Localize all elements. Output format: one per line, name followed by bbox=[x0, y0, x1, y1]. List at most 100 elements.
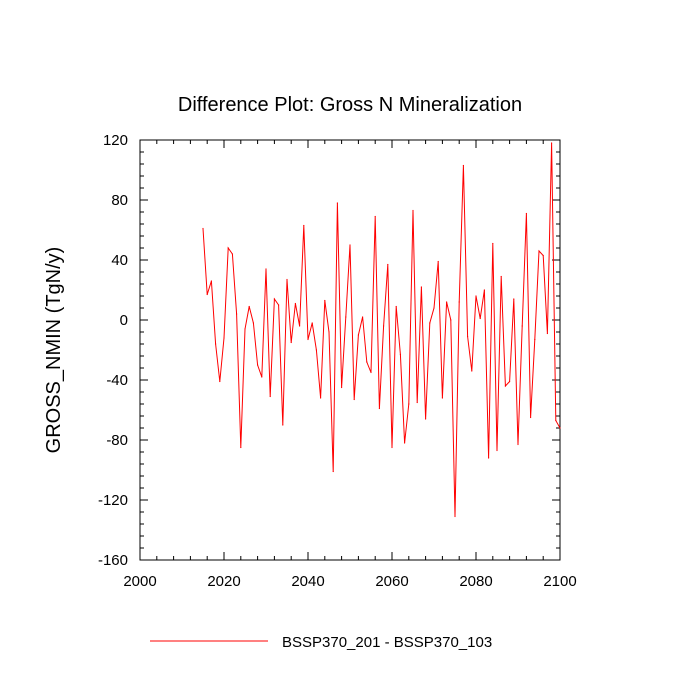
data-point bbox=[496, 449, 498, 452]
data-point bbox=[450, 319, 452, 321]
data-point bbox=[433, 307, 435, 309]
data-point bbox=[357, 334, 359, 336]
y-tick-label: -40 bbox=[106, 372, 128, 389]
data-point bbox=[458, 301, 460, 303]
data-point bbox=[265, 268, 267, 270]
legend: BSSP370_201 - BSSP370_103 bbox=[150, 634, 492, 651]
data-point bbox=[504, 385, 506, 387]
data-point bbox=[454, 515, 456, 518]
data-point bbox=[320, 397, 322, 399]
data-point bbox=[500, 275, 502, 278]
data-point bbox=[395, 305, 397, 308]
data-point bbox=[282, 424, 284, 426]
data-point bbox=[404, 442, 406, 444]
data-point bbox=[467, 335, 469, 338]
data-point bbox=[517, 443, 519, 446]
data-point bbox=[303, 224, 305, 227]
y-tick-label: 120 bbox=[103, 132, 128, 149]
data-point bbox=[412, 209, 414, 212]
data-point bbox=[311, 322, 313, 324]
data-point bbox=[437, 260, 439, 263]
data-point bbox=[215, 343, 217, 345]
data-point bbox=[479, 317, 481, 320]
data-point bbox=[315, 349, 317, 351]
data-point bbox=[521, 325, 523, 327]
chart-title: Difference Plot: Gross N Mineralization bbox=[178, 94, 522, 116]
x-tick-label: 2060 bbox=[375, 573, 408, 590]
y-tick-label: 0 bbox=[120, 312, 128, 329]
data-point bbox=[332, 470, 334, 473]
data-point bbox=[290, 341, 292, 344]
x-tick-label: 2020 bbox=[207, 573, 240, 590]
data-point bbox=[542, 254, 544, 257]
y-tick-label: -80 bbox=[106, 432, 128, 449]
data-point bbox=[374, 215, 376, 218]
data-point bbox=[341, 386, 343, 389]
data-point bbox=[248, 305, 250, 308]
data-point bbox=[538, 250, 540, 252]
data-point bbox=[366, 361, 368, 363]
data-point bbox=[525, 212, 528, 215]
y-tick-label: 80 bbox=[111, 192, 128, 209]
axis-tick-labels: 2000 2020 2040 2060 2080 2100 -160 -120 -80 -40 0 4… bbox=[98, 132, 577, 590]
data-point bbox=[345, 316, 347, 318]
data-point bbox=[336, 202, 338, 204]
x-tick-label: 2100 bbox=[543, 573, 576, 590]
series-line bbox=[202, 142, 561, 517]
data-point bbox=[261, 376, 263, 378]
data-point bbox=[462, 164, 464, 167]
data-point bbox=[294, 302, 296, 305]
data-point bbox=[513, 298, 515, 300]
data-point bbox=[488, 457, 490, 459]
data-point bbox=[286, 278, 288, 281]
data-point bbox=[399, 353, 401, 356]
data-point bbox=[307, 338, 309, 341]
data-point bbox=[555, 419, 557, 422]
data-point bbox=[299, 325, 301, 327]
data-point bbox=[278, 304, 280, 306]
data-point bbox=[240, 446, 242, 449]
data-point bbox=[546, 332, 549, 335]
data-point bbox=[483, 289, 485, 291]
data-point bbox=[252, 322, 254, 324]
data-point bbox=[236, 313, 238, 315]
y-tick-label: 40 bbox=[111, 252, 128, 269]
data-point bbox=[349, 244, 351, 246]
data-point bbox=[530, 416, 532, 419]
data-point bbox=[408, 403, 410, 405]
data-point bbox=[362, 316, 364, 318]
x-tick-label: 2000 bbox=[123, 573, 156, 590]
data-point bbox=[425, 418, 427, 420]
data-point bbox=[231, 253, 233, 255]
y-tick-label: -120 bbox=[98, 492, 128, 509]
data-point bbox=[257, 364, 259, 366]
data-point bbox=[441, 397, 443, 399]
y-axis-label: GROSS_NMIN (TgN/y) bbox=[43, 247, 65, 454]
data-point bbox=[471, 370, 473, 372]
data-point bbox=[416, 401, 418, 404]
data-point bbox=[420, 286, 422, 288]
data-point bbox=[210, 280, 212, 282]
x-tick-label: 2080 bbox=[459, 573, 492, 590]
data-point bbox=[269, 395, 271, 398]
data-point bbox=[509, 380, 511, 383]
data-points bbox=[202, 142, 561, 518]
y-tick-label: -160 bbox=[98, 552, 128, 569]
x-tick-label: 2040 bbox=[291, 573, 324, 590]
data-point bbox=[353, 398, 355, 401]
data-point bbox=[223, 337, 225, 339]
data-point bbox=[559, 427, 561, 429]
axis-ticks bbox=[139, 139, 561, 561]
data-point bbox=[273, 298, 275, 300]
plot-frame bbox=[139, 139, 561, 561]
data-point bbox=[219, 380, 221, 383]
data-point bbox=[551, 142, 553, 144]
data-point bbox=[446, 301, 448, 303]
data-point bbox=[492, 242, 494, 245]
data-point bbox=[244, 328, 246, 330]
data-point bbox=[429, 322, 431, 324]
data-point bbox=[387, 263, 389, 266]
legend-label: BSSP370_201 - BSSP370_103 bbox=[282, 634, 492, 651]
data-point bbox=[227, 247, 229, 249]
